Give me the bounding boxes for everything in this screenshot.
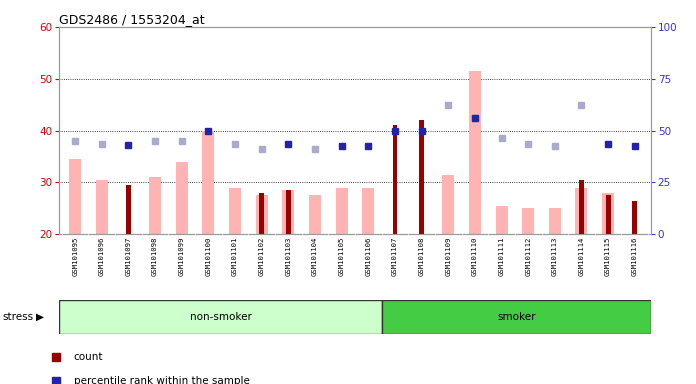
Text: GSM101102: GSM101102 — [259, 236, 264, 276]
Text: non-smoker: non-smoker — [189, 312, 251, 322]
Bar — [469, 71, 481, 234]
Text: GSM101104: GSM101104 — [312, 236, 318, 276]
Text: GSM101095: GSM101095 — [72, 236, 78, 276]
Bar — [549, 208, 561, 234]
Text: GSM101115: GSM101115 — [605, 236, 611, 276]
Text: GSM101106: GSM101106 — [365, 236, 371, 276]
Text: GSM101107: GSM101107 — [392, 236, 398, 276]
Bar — [579, 180, 584, 234]
Bar — [335, 188, 347, 234]
Bar — [393, 125, 397, 234]
Bar — [176, 162, 188, 234]
Bar — [602, 193, 614, 234]
Text: GSM101097: GSM101097 — [125, 236, 132, 276]
Text: GSM101099: GSM101099 — [179, 236, 184, 276]
Text: GSM101105: GSM101105 — [339, 236, 345, 276]
Bar — [309, 195, 321, 234]
Bar — [419, 120, 424, 234]
Text: GSM101113: GSM101113 — [552, 236, 557, 276]
Text: GSM101100: GSM101100 — [205, 236, 212, 276]
Bar — [126, 185, 131, 234]
Bar — [59, 300, 382, 334]
Text: GSM101111: GSM101111 — [498, 236, 505, 276]
Bar — [522, 208, 534, 234]
Bar — [606, 195, 610, 234]
Text: percentile rank within the sample: percentile rank within the sample — [74, 376, 249, 384]
Bar — [203, 131, 214, 234]
Bar — [576, 188, 587, 234]
Text: GSM101112: GSM101112 — [525, 236, 531, 276]
Text: ▶: ▶ — [36, 312, 44, 322]
Bar — [286, 190, 291, 234]
Text: GSM101096: GSM101096 — [99, 236, 105, 276]
Bar — [283, 190, 294, 234]
Bar — [255, 195, 268, 234]
Text: GSM101114: GSM101114 — [578, 236, 585, 276]
Text: smoker: smoker — [497, 312, 535, 322]
Bar — [496, 206, 507, 234]
Bar — [442, 175, 454, 234]
Text: GSM101103: GSM101103 — [285, 236, 292, 276]
Bar — [363, 188, 374, 234]
Bar — [96, 180, 108, 234]
Text: count: count — [74, 352, 103, 362]
Bar — [633, 200, 637, 234]
Bar — [229, 188, 241, 234]
Bar — [260, 193, 264, 234]
Bar — [382, 300, 651, 334]
Text: GSM101098: GSM101098 — [152, 236, 158, 276]
Text: GSM101109: GSM101109 — [445, 236, 451, 276]
Text: GSM101110: GSM101110 — [472, 236, 478, 276]
Text: GSM101116: GSM101116 — [632, 236, 638, 276]
Bar — [69, 159, 81, 234]
Bar — [149, 177, 161, 234]
Text: GSM101101: GSM101101 — [232, 236, 238, 276]
Text: GDS2486 / 1553204_at: GDS2486 / 1553204_at — [59, 13, 205, 26]
Text: GSM101108: GSM101108 — [418, 236, 425, 276]
Text: stress: stress — [2, 312, 33, 322]
